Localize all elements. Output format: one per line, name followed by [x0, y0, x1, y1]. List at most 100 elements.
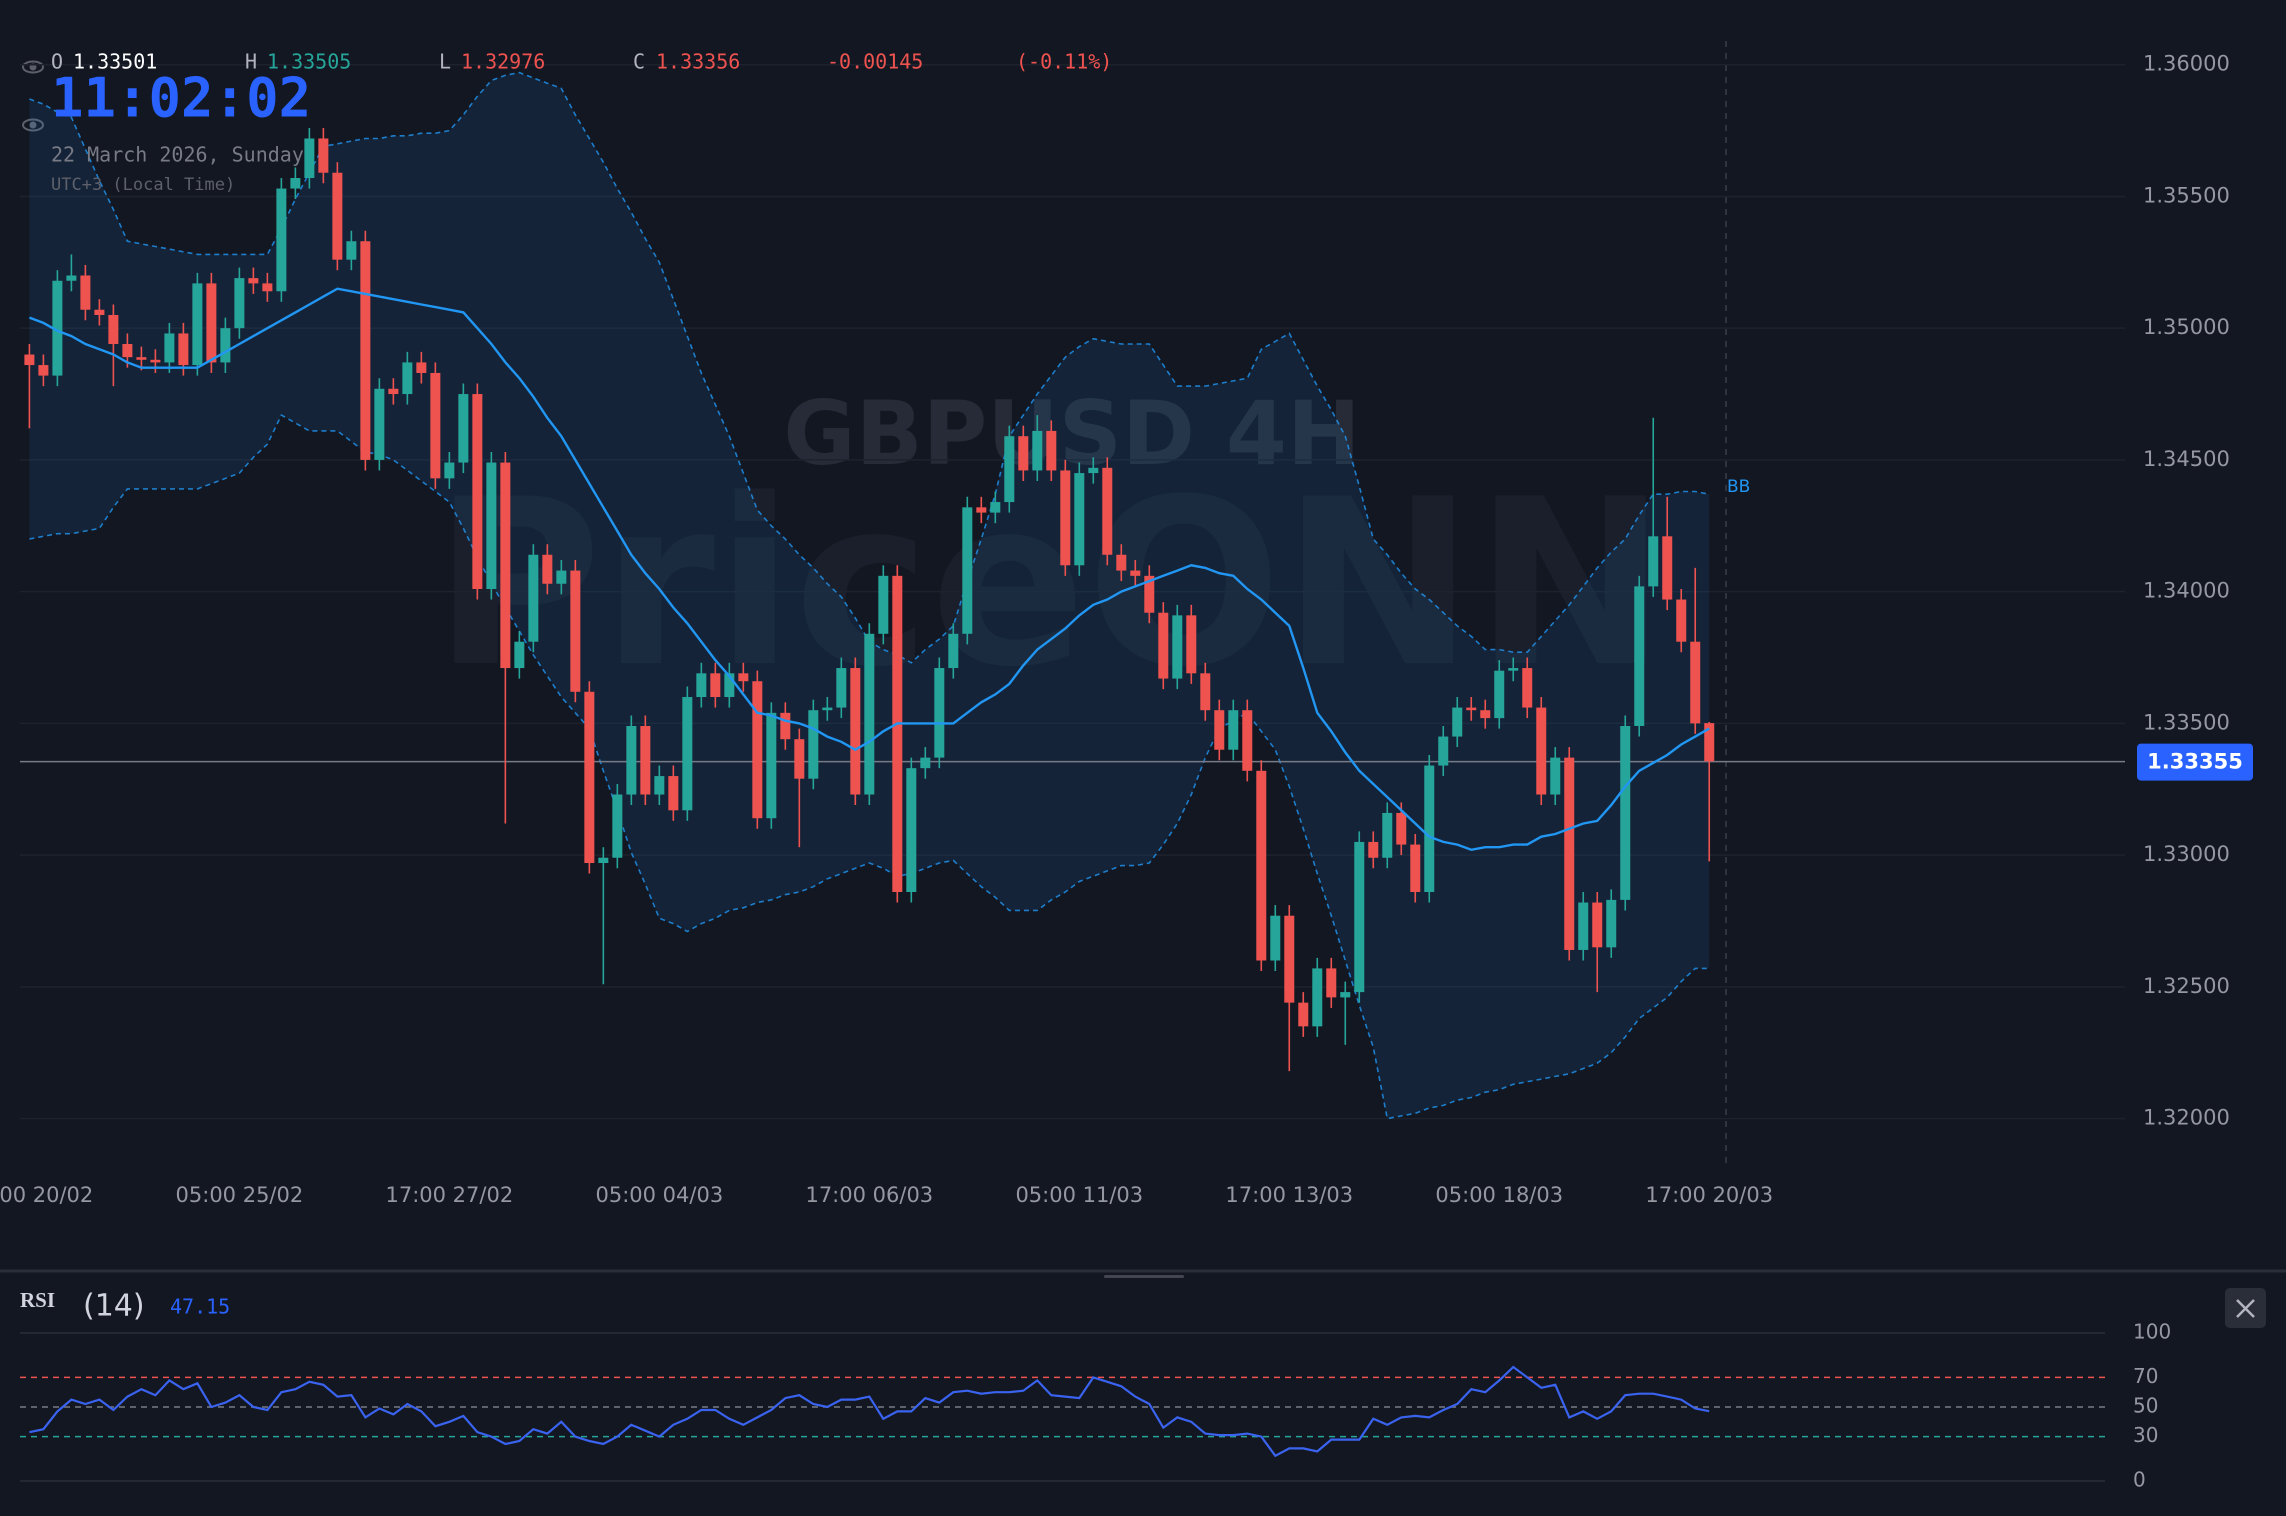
eye-icon[interactable]	[22, 60, 44, 74]
candle-body	[1634, 586, 1645, 727]
candle-body	[1018, 436, 1029, 471]
y-tick-label: 1.33000	[2143, 842, 2230, 866]
candle-body	[1438, 736, 1449, 766]
candle-body	[682, 697, 693, 811]
candle-body	[1578, 902, 1589, 950]
candle-body	[1424, 765, 1435, 892]
candle-body	[458, 394, 469, 463]
x-tick-label: 05:00 25/02	[176, 1183, 304, 1207]
candle-body	[1186, 615, 1197, 674]
brand-watermark: PriceONN	[433, 451, 1667, 718]
candle-body	[1214, 710, 1225, 750]
eye-pupil	[29, 121, 37, 129]
ohlc-label: L	[439, 50, 451, 74]
candle-body	[332, 172, 343, 260]
pane-handle[interactable]	[1104, 1275, 1184, 1278]
ohlc-value: 1.33501	[73, 50, 157, 74]
ohlc-label: O	[51, 50, 63, 74]
candle-body	[710, 673, 721, 698]
rsi-tick-label: 50	[2133, 1394, 2158, 1418]
rsi-tick-label: 70	[2133, 1364, 2158, 1388]
candle-body	[388, 388, 399, 395]
candle-body	[990, 502, 1001, 513]
candle-body	[556, 570, 567, 584]
candle-body	[850, 668, 861, 795]
rsi-value: 47.15	[170, 1295, 230, 1319]
candle-body	[1676, 599, 1687, 642]
candle-body	[766, 712, 777, 819]
rsi-line	[29, 1365, 1710, 1458]
change: -0.00145	[827, 50, 923, 74]
candle-body	[598, 857, 609, 864]
close-icon	[2236, 1299, 2255, 1318]
candle-body	[430, 372, 441, 479]
candle-body	[136, 357, 147, 360]
ohlc-header: O 1.33501 H 1.33505 L 1.32976 C 1.33356 …	[51, 50, 1112, 74]
candle-body	[374, 388, 385, 460]
x-tick-label: 05:00 04/03	[595, 1183, 723, 1207]
candle-body	[542, 554, 553, 584]
ohlc-label: C	[633, 50, 645, 74]
candle-body	[1592, 902, 1603, 948]
x-tick-label: 05:00 11/03	[1015, 1183, 1143, 1207]
candle-body	[948, 633, 959, 669]
candle-body	[318, 138, 329, 173]
candle-body	[304, 138, 315, 179]
candle-body	[472, 394, 483, 590]
last-price-badge	[2137, 743, 2253, 781]
candle-body	[584, 691, 595, 864]
timezone: UTC+3 (Local Time)	[51, 175, 235, 195]
candle-body	[52, 280, 63, 376]
rsi-title: RSI	[20, 1288, 55, 1312]
candle-body	[360, 241, 371, 460]
candle-body	[1690, 641, 1701, 724]
candle-body	[570, 570, 581, 692]
candle-body	[1116, 554, 1127, 571]
candle-body	[1466, 707, 1477, 711]
candle-body	[500, 462, 511, 669]
candle-body	[1662, 536, 1673, 600]
candle-body	[1102, 467, 1113, 555]
candle-body	[66, 275, 77, 281]
candle-body	[1396, 812, 1407, 845]
candle-body	[192, 283, 203, 366]
candle-body	[122, 343, 133, 358]
candle-body	[626, 726, 637, 795]
candle-body	[276, 188, 287, 292]
rsi-tick-label: 100	[2133, 1320, 2171, 1344]
y-tick-label: 1.35000	[2143, 315, 2230, 339]
candle-body	[1522, 668, 1533, 708]
candle-body	[1410, 844, 1421, 892]
candle-body	[24, 354, 35, 366]
candle-body	[1256, 770, 1267, 961]
x-tick-label: 17:00 27/02	[385, 1183, 513, 1207]
change-percent: (-0.11%)	[1016, 50, 1112, 74]
candle-body	[290, 178, 301, 189]
candle-body	[528, 554, 539, 642]
indicator-label: BB	[1727, 477, 1750, 497]
candle-body	[724, 673, 735, 698]
candle-body	[780, 712, 791, 740]
y-tick-label: 1.34000	[2143, 579, 2230, 603]
y-tick-label: 1.35500	[2143, 183, 2230, 207]
candle-body	[654, 776, 665, 795]
band-middle	[28, 287, 1710, 852]
candle-body	[612, 794, 623, 858]
candle-body	[416, 362, 427, 373]
eye-icon[interactable]	[22, 118, 44, 132]
candle-body	[934, 668, 945, 758]
candle-body	[1550, 757, 1561, 795]
candle-body	[164, 333, 175, 363]
close-button[interactable]	[2225, 1288, 2266, 1328]
y-tick-label: 1.36000	[2143, 52, 2230, 76]
candle-body	[962, 507, 973, 634]
candle-body	[738, 673, 749, 682]
candle-body	[178, 333, 189, 366]
candle-body	[696, 673, 707, 698]
candle-body	[1340, 992, 1351, 998]
x-tick-label: 05:00 18/03	[1435, 1183, 1563, 1207]
candle-body	[892, 575, 903, 892]
candle-body	[94, 309, 105, 316]
